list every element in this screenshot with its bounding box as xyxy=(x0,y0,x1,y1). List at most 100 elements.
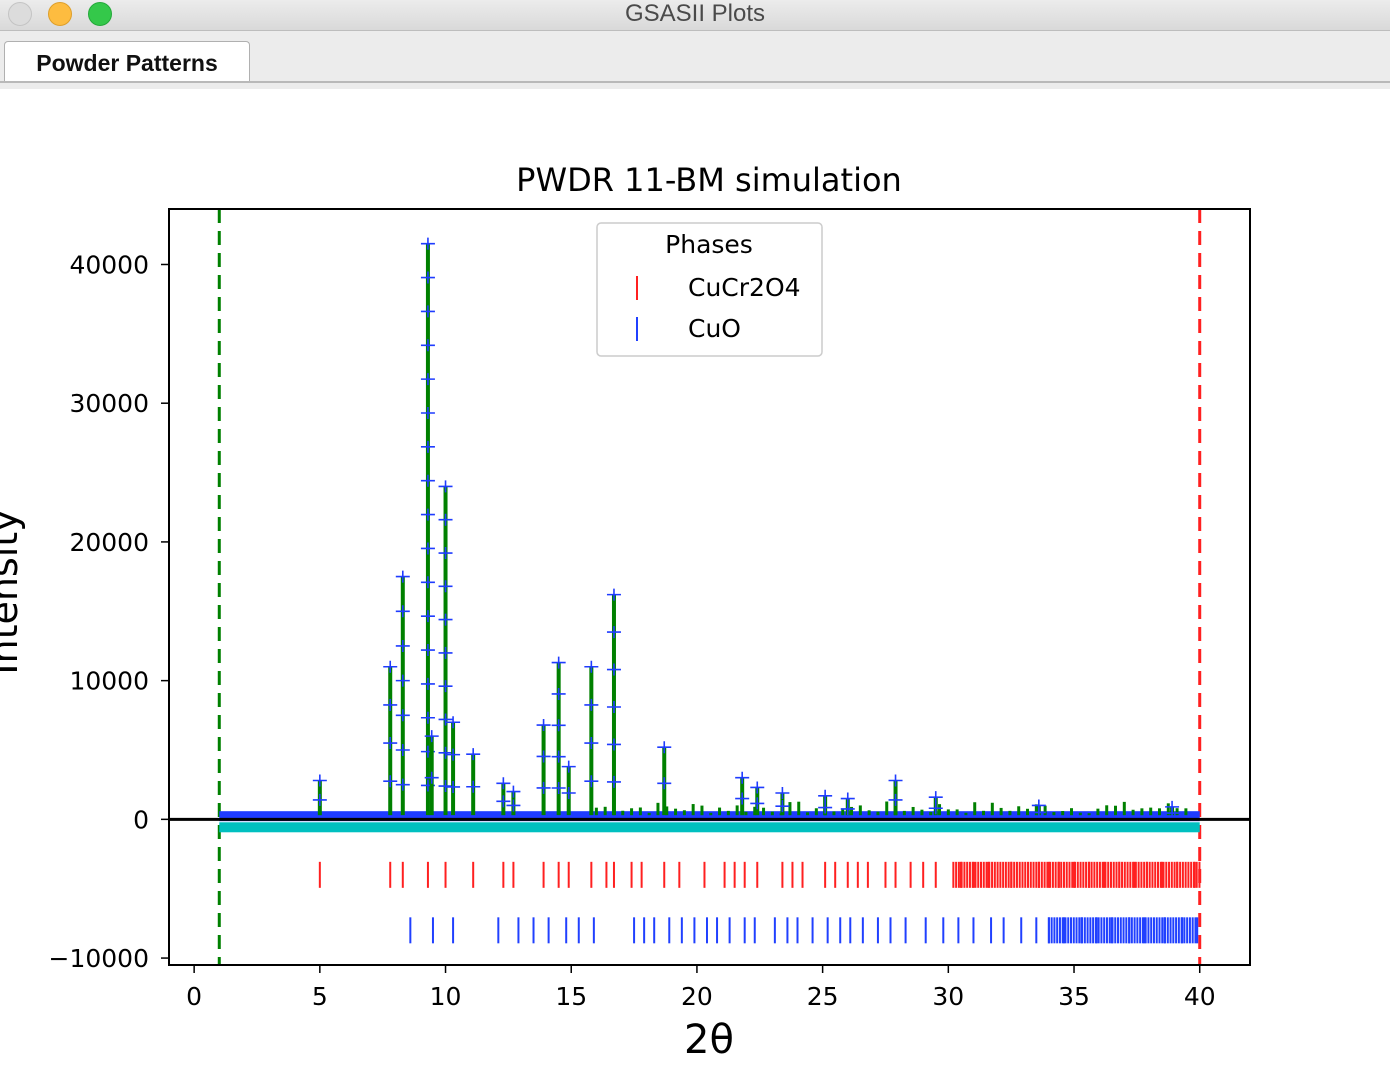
observed-point xyxy=(840,802,855,815)
observed-point xyxy=(438,780,453,793)
tab-strip: Powder Patterns xyxy=(0,31,1390,89)
observed-point xyxy=(395,709,410,722)
y-tick-label: 10000 xyxy=(69,667,149,696)
observed-point xyxy=(506,785,521,798)
observed-point xyxy=(928,802,943,815)
tab-label: Powder Patterns xyxy=(36,50,218,76)
observed-point xyxy=(438,680,453,693)
legend-title: Phases xyxy=(665,230,753,259)
observed-point xyxy=(312,793,327,806)
observed-point xyxy=(606,626,621,639)
x-tick-label: 15 xyxy=(555,982,587,1011)
observed-point xyxy=(551,781,566,794)
observed-point xyxy=(383,737,398,750)
difference-curve xyxy=(219,822,1200,833)
observed-point xyxy=(395,778,410,791)
observed-point xyxy=(1031,799,1046,812)
observed-point xyxy=(775,800,790,813)
observed-point xyxy=(551,687,566,700)
y-axis-label: Intensity xyxy=(0,509,26,674)
plot-area[interactable]: PWDR 11-BM simulation 0 5 10 15 20 25 30 35 40 4… xyxy=(0,89,1390,1072)
observed-point xyxy=(312,774,327,787)
observed-point xyxy=(383,660,398,673)
observed-point xyxy=(888,793,903,806)
y-tick-label: −10000 xyxy=(49,944,149,973)
observed-point xyxy=(840,792,855,805)
observed-point xyxy=(446,716,461,729)
x-tick-label: 10 xyxy=(430,982,462,1011)
observed-point xyxy=(424,771,439,784)
observed-point xyxy=(424,730,439,743)
observed-point xyxy=(551,719,566,732)
observed-point xyxy=(395,570,410,583)
observed-point xyxy=(506,799,521,812)
observed-point xyxy=(561,786,576,799)
tab-powder-patterns[interactable]: Powder Patterns xyxy=(4,41,250,83)
observed-point xyxy=(1165,800,1180,813)
observed-point xyxy=(420,305,435,318)
observed-point xyxy=(446,748,461,761)
observed-point xyxy=(420,542,435,555)
observed-point xyxy=(395,605,410,618)
observed-point xyxy=(584,660,599,673)
legend-label-cuo: CuO xyxy=(688,314,741,343)
observed-point xyxy=(420,271,435,284)
y-tick-label: 30000 xyxy=(69,389,149,418)
observed-point xyxy=(420,406,435,419)
observed-point xyxy=(438,480,453,493)
observed-point xyxy=(420,576,435,589)
observed-point xyxy=(466,748,481,761)
observed-point xyxy=(395,674,410,687)
legend[interactable]: Phases CuCr2O4 CuO xyxy=(596,222,823,357)
observed-point xyxy=(420,373,435,386)
x-tick-label: 40 xyxy=(1184,982,1216,1011)
observed-point xyxy=(551,656,566,669)
observed-point xyxy=(657,777,672,790)
window-titlebar: GSASII Plots xyxy=(0,0,1390,31)
observed-point xyxy=(420,677,435,690)
observed-point xyxy=(536,719,551,732)
observed-point xyxy=(606,738,621,751)
minimize-window-button[interactable] xyxy=(48,2,72,26)
tab-divider xyxy=(0,81,1390,83)
observed-point xyxy=(420,610,435,623)
observed-point xyxy=(584,775,599,788)
powder-pattern-chart[interactable]: PWDR 11-BM simulation 0 5 10 15 20 25 30 35 40 4… xyxy=(0,89,1390,1072)
y-tick-label: 0 xyxy=(133,805,149,834)
observed-point xyxy=(438,613,453,626)
observed-point xyxy=(584,698,599,711)
x-tick-label: 5 xyxy=(312,982,328,1011)
observed-point xyxy=(606,663,621,676)
observed-point xyxy=(606,775,621,788)
observed-point xyxy=(496,795,511,808)
observed-point xyxy=(420,711,435,724)
observed-point xyxy=(420,339,435,352)
observed-point xyxy=(438,746,453,759)
observed-point xyxy=(395,743,410,756)
observed-point xyxy=(420,440,435,453)
x-tick-label: 0 xyxy=(186,982,202,1011)
observed-point xyxy=(438,713,453,726)
observed-point xyxy=(818,801,833,814)
close-window-button[interactable] xyxy=(8,2,32,26)
maximize-window-button[interactable] xyxy=(88,2,112,26)
x-tick-label: 20 xyxy=(681,982,713,1011)
observed-point xyxy=(657,741,672,754)
observed-point xyxy=(438,547,453,560)
observed-point xyxy=(466,780,481,793)
observed-point xyxy=(536,750,551,763)
observed-point xyxy=(551,750,566,763)
observed-point xyxy=(735,771,750,784)
observed-point xyxy=(775,786,790,799)
observed-point xyxy=(438,513,453,526)
observed-point xyxy=(750,797,765,810)
x-axis-label: 2θ xyxy=(684,1017,734,1063)
axes-frame xyxy=(168,208,1251,966)
observed-point xyxy=(496,777,511,790)
observed-point xyxy=(420,237,435,250)
legend-box xyxy=(596,222,823,357)
observed-baseline xyxy=(219,811,1200,822)
observed-point xyxy=(750,781,765,794)
observed-point xyxy=(395,639,410,652)
observed-point xyxy=(438,646,453,659)
